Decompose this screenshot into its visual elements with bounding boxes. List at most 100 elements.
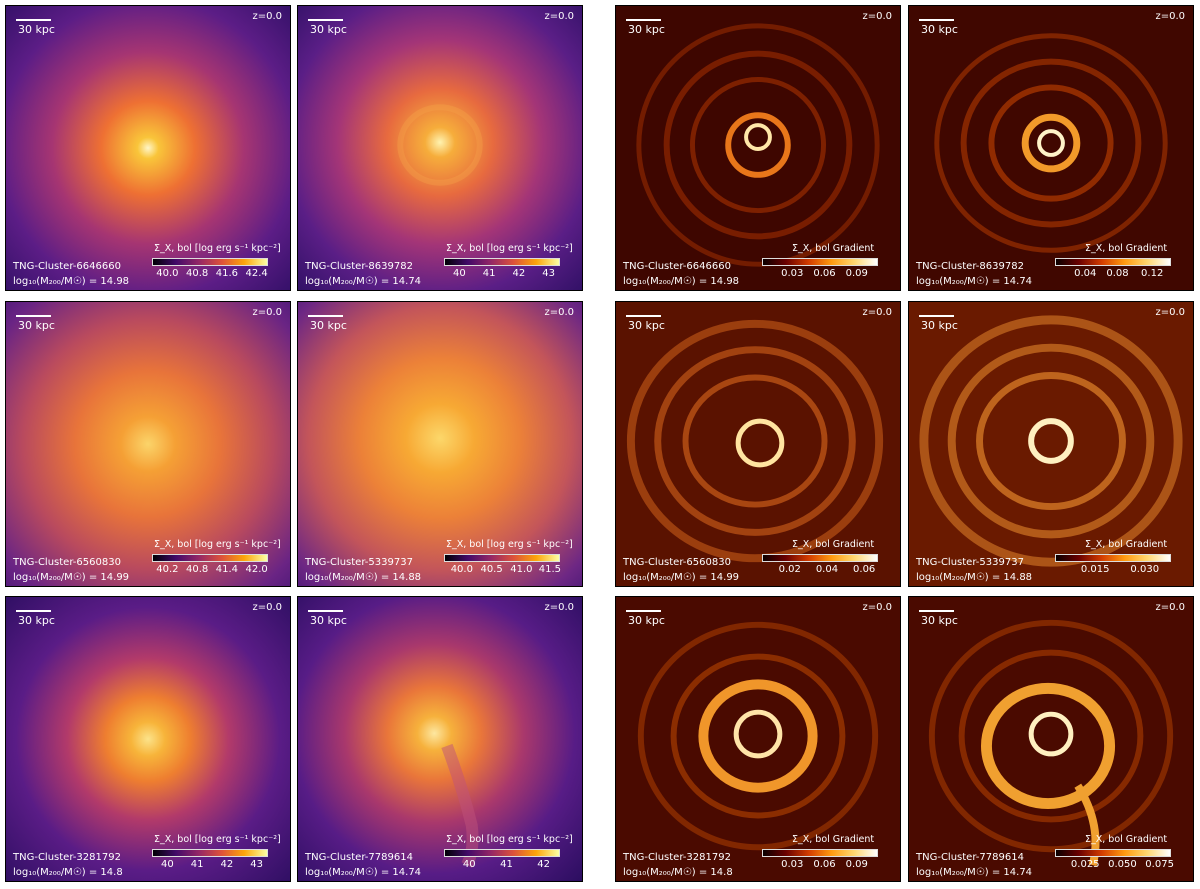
- colorbar-title: Σ_X, bol [log erg s⁻¹ kpc⁻²]: [446, 834, 573, 845]
- cluster-name: TNG-Cluster-5339737: [305, 557, 413, 568]
- scale-label: 30 kpc: [921, 614, 958, 627]
- panel-7: 30 kpc z=0.0 Σ_X, bol Gradient 0.02 0.04…: [615, 301, 901, 587]
- colorbar: [1055, 554, 1171, 562]
- colorbar-tick: 0.025: [1070, 859, 1100, 870]
- redshift-label: z=0.0: [862, 307, 892, 318]
- scale-bar: [626, 19, 661, 21]
- xray-surface-brightness-image: [6, 597, 290, 881]
- colorbar: [762, 258, 878, 266]
- cluster-mass: log₁₀(M₂₀₀/M☉) = 14.8: [623, 867, 733, 878]
- colorbar-ticks: 0.03 0.06 0.09: [760, 859, 884, 873]
- cluster-name: TNG-Cluster-3281792: [13, 852, 121, 863]
- colorbar-tick: 0.06: [813, 268, 836, 279]
- colorbar-tick: 0.015: [1080, 564, 1110, 575]
- redshift-label: z=0.0: [862, 602, 892, 613]
- colorbar-ticks: 40.0 40.8 41.6 42.4: [150, 268, 274, 282]
- colorbar: [444, 554, 560, 562]
- colorbar-tick: 40.0: [450, 564, 473, 575]
- cluster-name: TNG-Cluster-7789614: [916, 852, 1024, 863]
- scale-label: 30 kpc: [921, 319, 958, 332]
- xray-surface-brightness-image: [298, 6, 582, 290]
- panel-12: 30 kpc z=0.0 Σ_X, bol Gradient 0.025 0.0…: [908, 596, 1194, 882]
- cluster-name: TNG-Cluster-6560830: [13, 557, 121, 568]
- colorbar-title: Σ_X, bol Gradient: [1085, 243, 1168, 254]
- cluster-mass: log₁₀(M₂₀₀/M☉) = 14.74: [916, 276, 1033, 287]
- cluster-name: TNG-Cluster-5339737: [916, 557, 1024, 568]
- colorbar: [1055, 258, 1171, 266]
- colorbar-tick: 40.8: [185, 268, 209, 279]
- xray-gradient-image: [616, 597, 900, 881]
- cluster-mass: log₁₀(M₂₀₀/M☉) = 14.99: [623, 572, 740, 583]
- redshift-label: z=0.0: [252, 11, 282, 22]
- panel-8: 30 kpc z=0.0 Σ_X, bol Gradient 0.015 0.0…: [908, 301, 1194, 587]
- scale-label: 30 kpc: [310, 319, 347, 332]
- colorbar-tick: 40.5: [480, 564, 503, 575]
- colorbar-tick: 41: [500, 859, 513, 870]
- colorbar-tick: 0.12: [1141, 268, 1164, 279]
- scale-label: 30 kpc: [628, 319, 665, 332]
- colorbar-tick: 0.09: [845, 268, 868, 279]
- panel-2: 30 kpc z=0.0 Σ_X, bol [log erg s⁻¹ kpc⁻²…: [297, 5, 583, 291]
- cluster-mass: log₁₀(M₂₀₀/M☉) = 14.99: [13, 572, 130, 583]
- xray-surface-brightness-image: [6, 6, 290, 290]
- colorbar-tick: 43: [542, 268, 555, 279]
- cluster-name: TNG-Cluster-6560830: [623, 557, 731, 568]
- colorbar-tick: 41: [190, 859, 204, 870]
- colorbar-tick: 41.5: [538, 564, 562, 575]
- scale-bar: [308, 19, 343, 21]
- cluster-mass: log₁₀(M₂₀₀/M☉) = 14.98: [13, 276, 130, 287]
- panel-1: 30 kpc z=0.0 Σ_X, bol [log erg s⁻¹ kpc⁻²…: [5, 5, 291, 291]
- redshift-label: z=0.0: [252, 307, 282, 318]
- colorbar-tick: 42: [512, 268, 526, 279]
- colorbar-tick: 40.8: [185, 564, 209, 575]
- colorbar-tick: 41: [482, 268, 496, 279]
- colorbar: [762, 554, 878, 562]
- redshift-label: z=0.0: [544, 602, 574, 613]
- redshift-label: z=0.0: [544, 307, 574, 318]
- colorbar-tick: 0.06: [853, 564, 876, 575]
- redshift-label: z=0.0: [544, 11, 574, 22]
- cluster-mass: log₁₀(M₂₀₀/M☉) = 14.88: [305, 572, 422, 583]
- redshift-label: z=0.0: [1155, 11, 1185, 22]
- colorbar-title: Σ_X, bol [log erg s⁻¹ kpc⁻²]: [154, 243, 281, 254]
- scale-bar: [919, 315, 954, 317]
- colorbar-tick: 42.4: [245, 268, 268, 279]
- colorbar: [444, 258, 560, 266]
- panel-11: 30 kpc z=0.0 Σ_X, bol Gradient 0.03 0.06…: [615, 596, 901, 882]
- panel-6: 30 kpc z=0.0 Σ_X, bol [log erg s⁻¹ kpc⁻²…: [297, 301, 583, 587]
- colorbar-title: Σ_X, bol Gradient: [792, 834, 875, 845]
- panel-9: 30 kpc z=0.0 Σ_X, bol [log erg s⁻¹ kpc⁻²…: [5, 596, 291, 882]
- colorbar-tick: 0.03: [781, 859, 804, 870]
- colorbar-title: Σ_X, bol Gradient: [1085, 834, 1168, 845]
- xray-gradient-image: [616, 302, 900, 586]
- cluster-mass: log₁₀(M₂₀₀/M☉) = 14.8: [13, 867, 123, 878]
- colorbar-tick: 0.030: [1130, 564, 1160, 575]
- colorbar-tick: 40.2: [156, 564, 179, 575]
- cluster-name: TNG-Cluster-6646660: [623, 261, 731, 272]
- colorbar-tick: 42: [537, 859, 551, 870]
- colorbar-tick: 41.0: [510, 564, 533, 575]
- xray-gradient-image: [616, 6, 900, 290]
- cluster-mass: log₁₀(M₂₀₀/M☉) = 14.98: [623, 276, 740, 287]
- cluster-mass: log₁₀(M₂₀₀/M☉) = 14.88: [916, 572, 1033, 583]
- colorbar-tick: 0.06: [813, 859, 836, 870]
- colorbar-ticks: 40 41 42 43: [150, 859, 274, 873]
- scale-label: 30 kpc: [628, 614, 665, 627]
- scale-bar: [626, 315, 661, 317]
- xray-surface-brightness-image: [298, 302, 582, 586]
- colorbar-tick: 40: [462, 859, 476, 870]
- scale-label: 30 kpc: [310, 23, 347, 36]
- panel-3: 30 kpc z=0.0 Σ_X, bol Gradient 0.03 0.06…: [615, 5, 901, 291]
- scale-label: 30 kpc: [18, 614, 55, 627]
- colorbar-title: Σ_X, bol [log erg s⁻¹ kpc⁻²]: [446, 539, 573, 550]
- redshift-label: z=0.0: [862, 11, 892, 22]
- redshift-label: z=0.0: [252, 602, 282, 613]
- xray-gradient-image: [909, 597, 1193, 881]
- colorbar-tick: 42: [220, 859, 234, 870]
- colorbar-tick: 0.050: [1108, 859, 1137, 870]
- colorbar-tick: 0.04: [815, 564, 839, 575]
- colorbar: [444, 849, 560, 857]
- scale-bar: [919, 610, 954, 612]
- cluster-name: TNG-Cluster-7789614: [305, 852, 413, 863]
- colorbar-ticks: 0.03 0.06 0.09: [760, 268, 884, 282]
